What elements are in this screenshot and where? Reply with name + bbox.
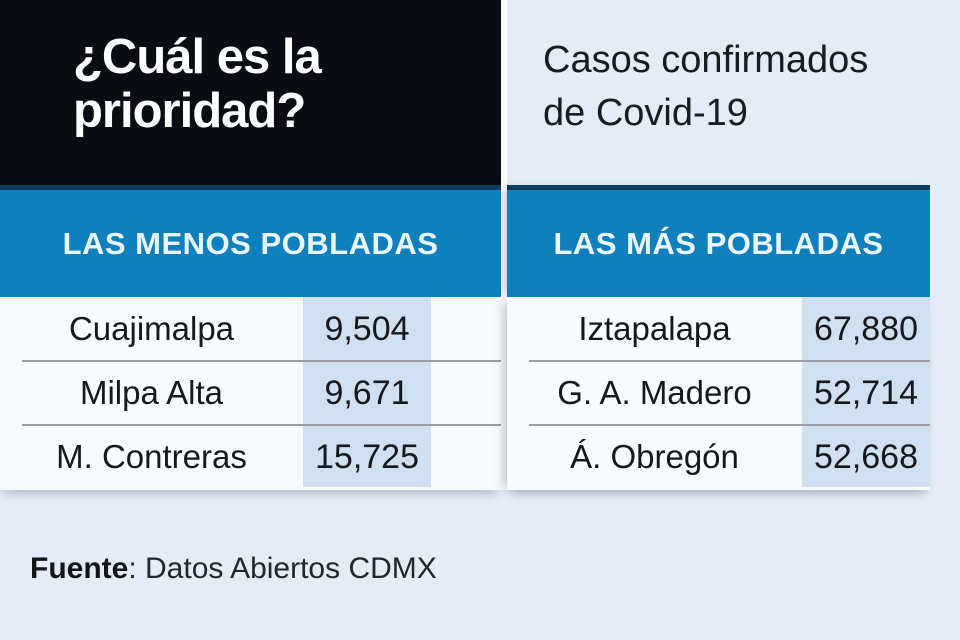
row-name: Milpa Alta <box>79 374 224 411</box>
row-value: 15,725 <box>315 437 419 476</box>
table-header-more-populated-label: LAS MÁS POBLADAS <box>553 225 884 261</box>
column-gutter <box>501 0 507 490</box>
title-panel: ¿Cuál es la prioridad? <box>0 0 501 185</box>
row-name: Iztapalapa <box>578 310 731 347</box>
title-line-1: ¿Cuál es la <box>73 30 322 84</box>
table-header-less-populated: LAS MENOS POBLADAS <box>0 185 501 297</box>
row-value: 67,880 <box>814 309 918 348</box>
title-line-2: prioridad? <box>73 84 306 138</box>
row-value: 9,504 <box>324 309 410 348</box>
row-name: Cuajimalpa <box>68 310 235 347</box>
value-highlight-column <box>802 297 930 487</box>
source-note: Fuente: Datos Abiertos CDMX <box>30 552 437 586</box>
row-value: 9,671 <box>324 373 410 412</box>
table-row: Cuajimalpa 9,504 <box>0 297 501 361</box>
subtitle: Casos confirmados de Covid-19 <box>543 34 868 140</box>
source-label: Fuente <box>30 552 129 585</box>
page-title: ¿Cuál es la prioridad? <box>0 0 501 138</box>
row-value: 52,714 <box>814 373 918 412</box>
table-less-populated: Cuajimalpa 9,504 Milpa Alta 9,671 M. Con… <box>0 297 501 490</box>
table-row: Á. Obregón 52,668 <box>507 424 930 489</box>
source-text: : Datos Abiertos CDMX <box>128 552 437 585</box>
table-more-populated: Iztapalapa 67,880 G. A. Madero 52,714 Á.… <box>507 297 930 490</box>
table-header-less-populated-label: LAS MENOS POBLADAS <box>62 225 439 261</box>
row-value: 52,668 <box>814 437 918 476</box>
row-name: G. A. Madero <box>557 374 752 411</box>
row-name: Á. Obregón <box>570 438 739 475</box>
table-row: G. A. Madero 52,714 <box>507 360 930 425</box>
subtitle-line-2: de Covid-19 <box>543 92 748 134</box>
subtitle-line-1: Casos confirmados <box>543 39 869 81</box>
table-row: M. Contreras 15,725 <box>0 424 501 489</box>
row-name: M. Contreras <box>56 438 247 475</box>
value-highlight-column <box>303 297 431 487</box>
table-row: Iztapalapa 67,880 <box>507 297 930 361</box>
table-header-more-populated: LAS MÁS POBLADAS <box>507 185 930 297</box>
table-row: Milpa Alta 9,671 <box>0 360 501 425</box>
